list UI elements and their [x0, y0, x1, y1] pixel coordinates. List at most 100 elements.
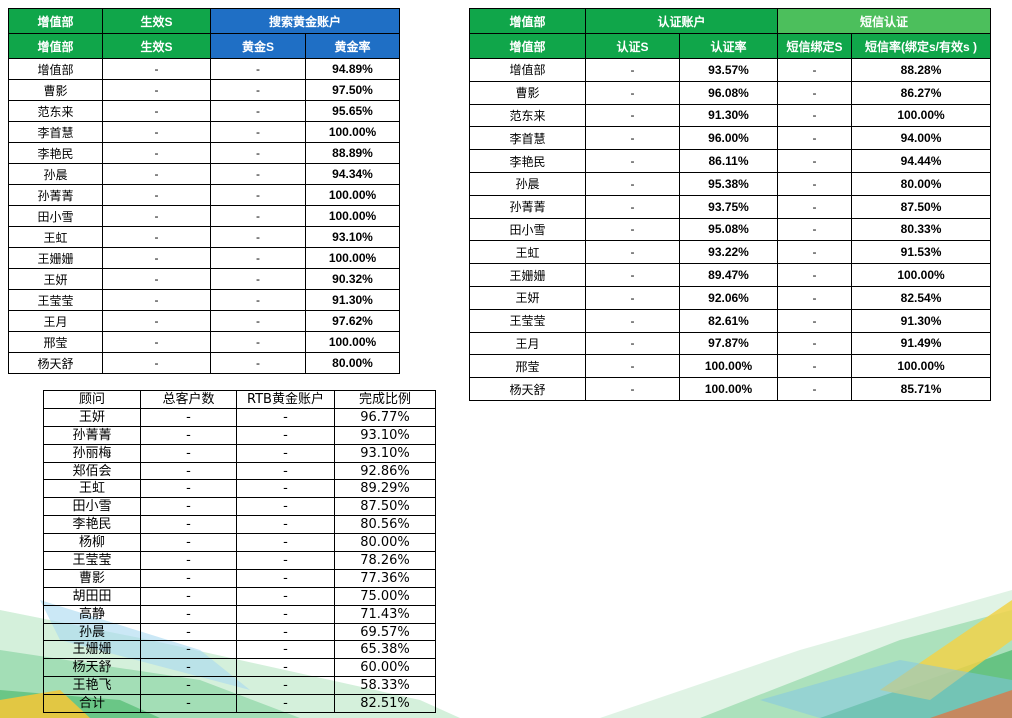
- table-row: 杨柳 - -80.00%: [43, 533, 436, 553]
- table-cell: -: [102, 100, 211, 122]
- table-cell: -: [210, 163, 306, 185]
- table-cell: 93.75%: [678, 194, 779, 219]
- table-cell: -: [210, 142, 306, 164]
- table-cell: -: [102, 79, 211, 101]
- table-cell: -: [140, 676, 237, 696]
- table-cell: -: [236, 694, 335, 714]
- table-row: 王莹莹 - -91.30%: [8, 289, 401, 311]
- table-row: 范东来 -91.30% -100.00%: [469, 103, 992, 128]
- table-cell: -: [585, 217, 680, 242]
- table-cell: -: [236, 497, 335, 517]
- table-cell: 94.00%: [851, 126, 992, 151]
- table-cell: 82.51%: [334, 694, 436, 714]
- table-row: 曹影 - -97.50%: [8, 79, 401, 101]
- table-cell: -: [140, 568, 237, 588]
- table-cell: -: [140, 461, 237, 481]
- table-cell: -: [777, 194, 853, 219]
- table-row: 孙菁菁 - -100.00%: [8, 184, 401, 206]
- table-cell: 100.00%: [304, 184, 401, 206]
- table-cell: 曹影: [469, 80, 586, 105]
- certification-table: 增值部 认证账户 短信认证 增值部 认证S 认证率 短信绑定S 短信率(绑定s/…: [469, 8, 992, 401]
- table-cell: 69.57%: [334, 622, 436, 642]
- table-cell: 93.57%: [678, 58, 779, 82]
- table-cell: -: [210, 310, 306, 332]
- table-cell: 合计: [43, 694, 141, 714]
- table-cell: -: [236, 425, 335, 445]
- group-header-cert-account: 认证账户: [584, 8, 779, 34]
- table-cell: -: [777, 263, 853, 287]
- table-cell: 89.29%: [334, 479, 436, 499]
- table-cell: 孙晨: [469, 171, 586, 196]
- table-row: 王姗姗 - -100.00%: [8, 247, 401, 269]
- table-cell: 82.54%: [851, 285, 992, 310]
- table-cell: 88.89%: [304, 142, 401, 164]
- table-cell: 91.49%: [851, 331, 992, 356]
- table-cell: 80.33%: [851, 217, 992, 242]
- table-cell: 77.36%: [334, 568, 436, 588]
- table-cell: 58.33%: [334, 676, 436, 696]
- table-row: 郑佰会 - -92.86%: [43, 461, 436, 481]
- column-header: 短信绑定S: [777, 33, 853, 59]
- table-cell: 89.47%: [678, 263, 779, 287]
- table-cell: 王艳飞: [43, 676, 141, 696]
- group-header-gold-account: 搜索黄金账户: [209, 8, 401, 34]
- table-cell: -: [210, 205, 306, 227]
- table-cell: 李艳民: [469, 149, 586, 173]
- table-cell: 王妍: [8, 268, 103, 290]
- table-cell: 王妍: [469, 285, 586, 310]
- table-cell: -: [585, 103, 680, 128]
- table-cell: -: [585, 80, 680, 105]
- table-cell: 96.08%: [678, 80, 779, 105]
- table-cell: 93.22%: [678, 240, 779, 265]
- table-row: 杨天舒 -100.00% -85.71%: [469, 377, 992, 401]
- table-cell: -: [210, 352, 306, 374]
- table-cell: 85.71%: [851, 377, 992, 401]
- table-row: 高静 - -71.43%: [43, 604, 436, 624]
- table-cell: -: [585, 58, 680, 82]
- table-cell: -: [140, 425, 237, 445]
- table-cell: 94.34%: [304, 163, 401, 185]
- table-row: 李艳民 -86.11% -94.44%: [469, 149, 992, 173]
- table-cell: -: [140, 479, 237, 499]
- table-cell: 孙菁菁: [43, 425, 141, 445]
- table-cell: 王姗姗: [8, 247, 103, 269]
- table-group-header-row: 增值部 生效S 搜索黄金账户: [8, 8, 401, 34]
- table-row: 孙晨 -95.38% -80.00%: [469, 171, 992, 196]
- table-row: 李首慧 -96.00% -94.00%: [469, 126, 992, 151]
- column-header: 黄金S: [210, 33, 306, 59]
- table-cell: 78.26%: [334, 551, 436, 570]
- table-row: 增值部 - -94.89%: [8, 58, 401, 80]
- table-cell: -: [140, 551, 237, 570]
- table-cell: 田小雪: [8, 205, 103, 227]
- table-cell: -: [236, 533, 335, 553]
- table-cell: 王莹莹: [469, 308, 586, 333]
- table-cell: 97.87%: [678, 331, 779, 356]
- table-cell: -: [140, 604, 237, 624]
- group-header-dept: 增值部: [8, 8, 103, 34]
- table-cell: -: [777, 217, 853, 242]
- table-cell: 李首慧: [469, 126, 586, 151]
- table-row: 王莹莹 -82.61% -91.30%: [469, 308, 992, 333]
- table-cell: 82.61%: [678, 308, 779, 333]
- table-cell: -: [236, 604, 335, 624]
- column-header: 增值部: [8, 33, 103, 59]
- table-row: 王虹 -93.22% -91.53%: [469, 240, 992, 265]
- table-cell: -: [210, 331, 306, 353]
- table-cell: 95.38%: [678, 171, 779, 196]
- column-header: 完成比例: [334, 390, 436, 409]
- table-cell: 李艳民: [8, 142, 103, 164]
- table-cell: 94.89%: [304, 58, 401, 80]
- table-cell: -: [585, 171, 680, 196]
- table-row: 田小雪 -95.08% -80.33%: [469, 217, 992, 242]
- table-cell: -: [102, 58, 211, 80]
- table-cell: -: [585, 377, 680, 401]
- table-cell: 100.00%: [678, 377, 779, 401]
- table-cell: -: [777, 149, 853, 173]
- table-row: 合计 - -82.51%: [43, 694, 436, 714]
- table-row: 田小雪 - -87.50%: [43, 497, 436, 517]
- table-cell: 增值部: [469, 58, 586, 82]
- table-cell: -: [140, 443, 237, 463]
- table-cell: 100.00%: [851, 103, 992, 128]
- table-row: 孙晨 - -69.57%: [43, 622, 436, 642]
- table-cell: -: [210, 100, 306, 122]
